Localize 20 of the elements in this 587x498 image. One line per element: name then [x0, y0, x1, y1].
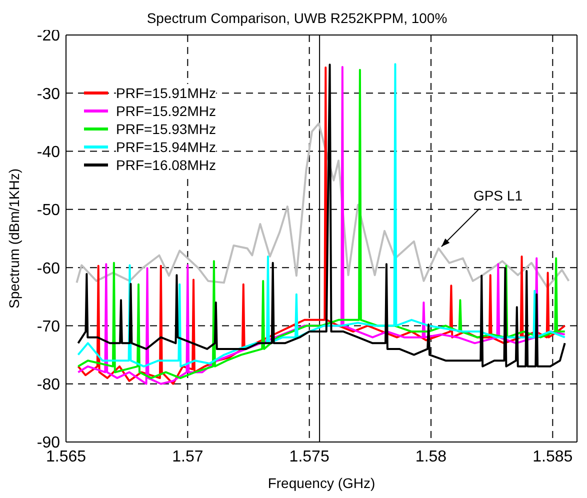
- x-tick-label: 1.575: [289, 448, 330, 466]
- x-axis-title: Frequency (GHz): [268, 475, 376, 491]
- y-tick-label: -30: [36, 86, 60, 103]
- y-tick-label: -50: [36, 202, 60, 220]
- legend-label: PRF=15.94MHz: [116, 138, 216, 156]
- y-tick-label: -70: [36, 318, 60, 336]
- legend-label: PRF=16.08MHz: [116, 156, 216, 174]
- line-series: [76, 122, 570, 288]
- x-tick-label: 1.585: [532, 448, 573, 466]
- y-axis-title: Spectrum (dBm/1KHz): [6, 168, 22, 309]
- y-tick-label: -40: [36, 144, 60, 161]
- y-tick-label: -60: [36, 260, 60, 278]
- y-tick-label: -80: [36, 376, 60, 394]
- legend-label: PRF=15.93MHz: [116, 120, 216, 138]
- annotation: GPS L1: [473, 188, 523, 204]
- x-tick-label: 1.58: [415, 448, 447, 466]
- x-tick-label: 1.57: [172, 448, 204, 466]
- legend-label: PRF=15.92MHz: [116, 102, 216, 120]
- chart-title: Spectrum Comparison, UWB R252KPPM, 100%: [146, 10, 448, 26]
- legend-label: PRF=15.91MHz: [116, 84, 216, 102]
